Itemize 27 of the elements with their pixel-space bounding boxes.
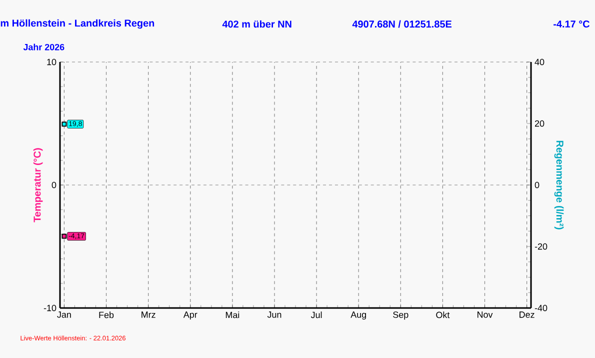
x-tick-label: Mrz (142, 312, 156, 318)
y2-tick-label: 40 (534, 58, 544, 66)
text: -4.17 °C (554, 20, 590, 28)
x-tick-label: Nov (478, 312, 493, 318)
x-tick-label: Aug (350, 312, 366, 320)
y-tick-label: 0 (52, 182, 56, 188)
y2-tick-label: -20 (534, 243, 548, 250)
y2-axis-title: Regenmenge (l/m²) (554, 140, 564, 230)
text: 402 m über NN (222, 20, 292, 28)
x-tick-label: Apr (183, 312, 198, 320)
x-tick-label: Feb (99, 312, 114, 318)
y2-tick-label: 0 (534, 182, 540, 188)
x-tick-label: Mai (226, 312, 240, 318)
y2-tick-label: -40 (534, 304, 548, 312)
chart-title: m Höllenstein - Landkreis Regen (0, 19, 154, 29)
x-tick-label: Sep (393, 312, 408, 320)
y-tick-label: 10 (47, 58, 56, 66)
x-tick-label: Jan (57, 312, 71, 318)
x-tick-label: Dez (520, 312, 534, 318)
y-axis-title: Temperatur (°C) (33, 148, 43, 222)
y-tick-label: -10 (44, 304, 56, 312)
y2-tick-label: 20 (534, 120, 544, 127)
chart-subtitle: Jahr 2026 (23, 44, 64, 50)
text: 4907.68N / 01251.85E (352, 20, 452, 28)
x-tick-label: Okt (436, 312, 450, 318)
x-tick-label: Jul (310, 312, 322, 318)
x-tick-label: Jun (267, 312, 282, 318)
